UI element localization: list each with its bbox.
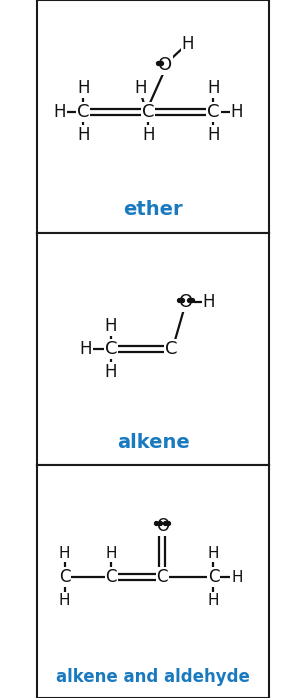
Text: ether: ether	[123, 200, 183, 219]
Text: H: H	[54, 103, 66, 121]
Text: O: O	[178, 293, 193, 311]
Text: C: C	[105, 340, 118, 358]
Text: H: H	[134, 80, 147, 98]
Text: H: H	[207, 80, 220, 98]
Text: H: H	[105, 547, 117, 561]
Text: O: O	[158, 56, 172, 74]
Text: H: H	[142, 126, 155, 144]
Text: H: H	[77, 126, 89, 144]
Text: C: C	[165, 340, 178, 358]
Text: H: H	[208, 547, 219, 561]
Text: alkene and aldehyde: alkene and aldehyde	[56, 668, 250, 686]
Text: H: H	[207, 126, 220, 144]
Text: H: H	[59, 593, 70, 608]
Text: C: C	[142, 103, 155, 121]
Text: H: H	[79, 340, 92, 358]
Text: H: H	[208, 593, 219, 608]
Text: C: C	[105, 568, 117, 586]
Text: C: C	[208, 568, 219, 586]
Text: H: H	[105, 317, 118, 335]
Text: C: C	[77, 103, 89, 121]
Text: alkene: alkene	[117, 433, 189, 452]
Text: C: C	[157, 568, 168, 586]
Text: H: H	[77, 80, 89, 98]
Text: H: H	[203, 293, 215, 311]
Text: C: C	[207, 103, 220, 121]
Text: H: H	[231, 570, 243, 584]
Text: O: O	[156, 517, 169, 535]
Text: H: H	[230, 103, 243, 121]
Text: H: H	[182, 35, 194, 53]
Text: C: C	[59, 568, 70, 586]
Text: H: H	[105, 363, 118, 381]
Text: H: H	[59, 547, 70, 561]
